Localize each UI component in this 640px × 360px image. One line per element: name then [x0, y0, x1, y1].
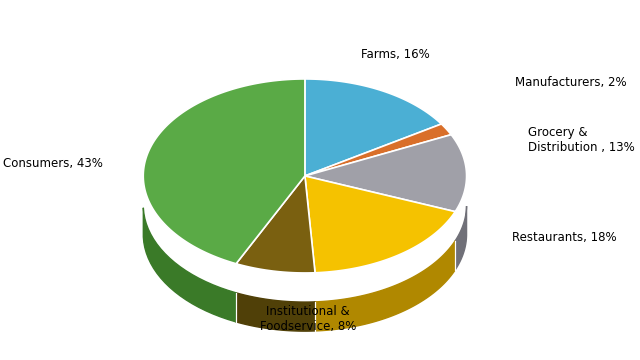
Polygon shape — [143, 79, 305, 264]
Polygon shape — [305, 176, 455, 273]
Polygon shape — [315, 241, 455, 331]
Text: Consumers, 43%: Consumers, 43% — [3, 157, 103, 170]
Polygon shape — [236, 293, 315, 331]
Text: Restaurants, 18%: Restaurants, 18% — [512, 231, 616, 244]
Polygon shape — [455, 206, 467, 270]
Polygon shape — [143, 208, 236, 322]
Polygon shape — [305, 79, 442, 176]
Text: Manufacturers, 2%: Manufacturers, 2% — [515, 76, 627, 89]
Text: Farms, 16%: Farms, 16% — [362, 48, 430, 61]
Polygon shape — [305, 135, 467, 212]
Text: Institutional &
Foodservice, 8%: Institutional & Foodservice, 8% — [260, 305, 356, 333]
Polygon shape — [305, 124, 451, 176]
Text: Grocery &
Distribution , 13%: Grocery & Distribution , 13% — [528, 126, 635, 154]
Polygon shape — [236, 176, 315, 273]
